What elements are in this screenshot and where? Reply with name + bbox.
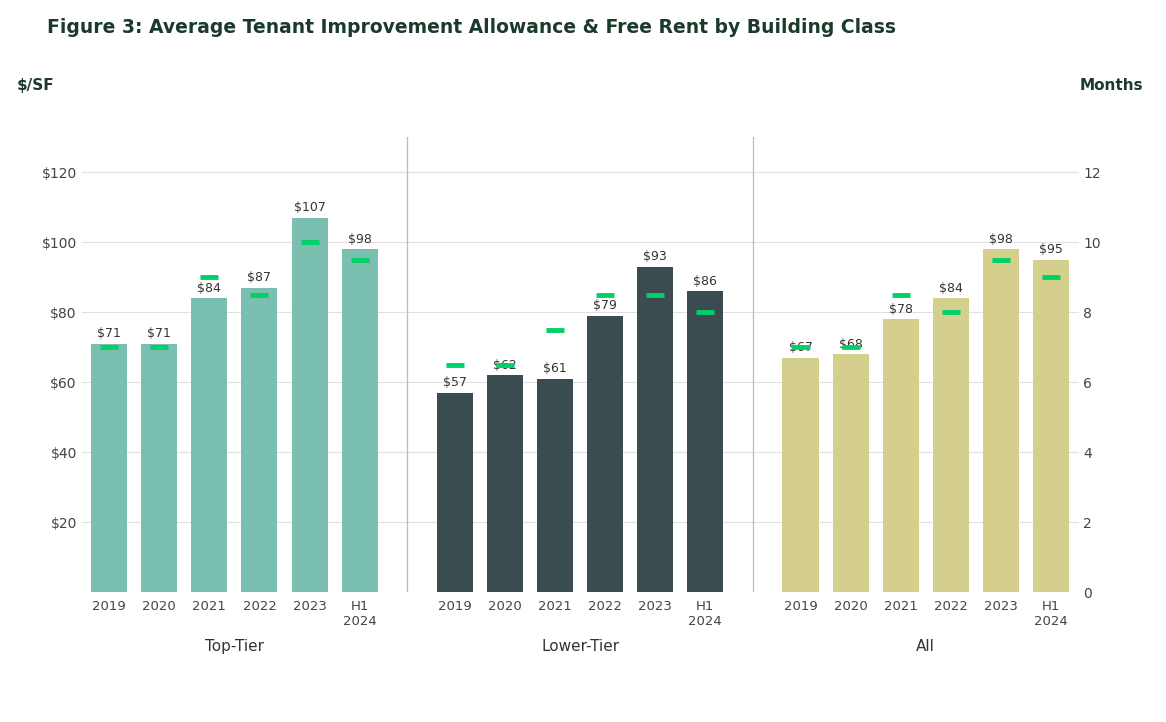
Text: $71: $71 (97, 327, 121, 340)
Bar (933, 298, 969, 592)
Bar (191, 298, 227, 592)
Text: $107: $107 (294, 201, 325, 214)
Text: Lower-Tier: Lower-Tier (541, 639, 619, 653)
Bar (342, 249, 378, 592)
Text: $57: $57 (443, 376, 466, 389)
Bar (1033, 260, 1069, 592)
Text: $93: $93 (644, 250, 667, 263)
Bar (292, 217, 328, 592)
Bar (91, 344, 127, 592)
Text: $79: $79 (593, 299, 617, 312)
Text: $62: $62 (493, 359, 517, 372)
Bar (983, 249, 1019, 592)
Text: $87: $87 (247, 271, 272, 284)
Text: $95: $95 (1039, 243, 1063, 256)
Text: $68: $68 (838, 338, 863, 351)
Text: $78: $78 (888, 303, 913, 316)
Bar (883, 319, 919, 592)
Bar (538, 378, 573, 592)
Text: $98: $98 (989, 232, 1013, 245)
Bar (833, 354, 869, 592)
Bar (141, 344, 177, 592)
Text: $71: $71 (147, 327, 171, 340)
Bar (637, 266, 673, 592)
Text: Top-Tier: Top-Tier (205, 639, 264, 653)
Text: All: All (916, 639, 935, 653)
Bar (588, 316, 623, 592)
Bar (437, 393, 473, 592)
Text: Months: Months (1080, 78, 1144, 93)
Text: $61: $61 (543, 362, 567, 375)
Bar (487, 375, 524, 592)
Bar (782, 357, 819, 592)
Text: $84: $84 (939, 282, 963, 295)
Text: Figure 3: Average Tenant Improvement Allowance & Free Rent by Building Class: Figure 3: Average Tenant Improvement All… (47, 18, 895, 37)
Bar (687, 291, 723, 592)
Text: $84: $84 (197, 282, 222, 295)
Text: $67: $67 (788, 341, 813, 354)
Bar (241, 287, 278, 592)
Text: $/SF: $/SF (16, 78, 55, 93)
Text: $86: $86 (694, 274, 717, 287)
Text: $98: $98 (347, 232, 372, 245)
